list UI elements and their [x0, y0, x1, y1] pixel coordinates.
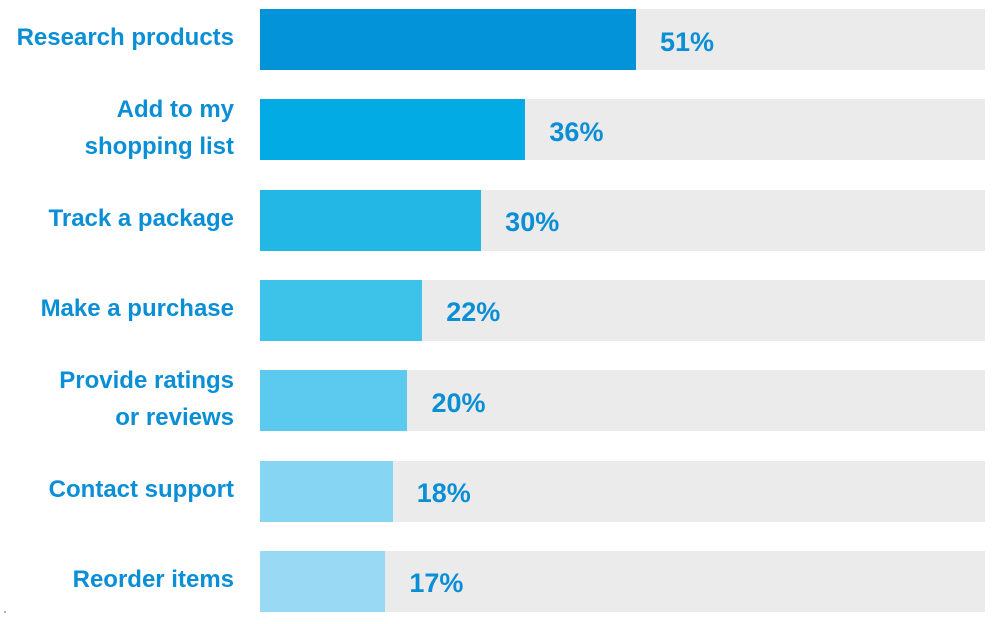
bar — [260, 460, 393, 522]
bar — [260, 189, 482, 251]
category-label: Contact support — [48, 475, 234, 503]
category-label: Add to my shopping list — [84, 95, 234, 160]
value-label: 51% — [660, 26, 715, 57]
category-label: Provide ratings or reviews — [59, 366, 234, 431]
bar — [260, 279, 423, 341]
stray-dot — [4, 611, 6, 613]
category-label: Track a package — [48, 204, 234, 232]
value-label: 36% — [549, 116, 604, 147]
value-label: 30% — [505, 207, 560, 238]
category-label: Make a purchase — [40, 294, 234, 322]
value-label: 18% — [416, 478, 471, 508]
value-label: 20% — [431, 387, 486, 418]
value-label: 17% — [409, 568, 464, 599]
category-label: Reorder items — [72, 565, 234, 593]
bar — [260, 550, 386, 612]
value-label: 22% — [446, 297, 501, 328]
bar — [260, 9, 636, 70]
bar — [260, 99, 526, 161]
bar — [260, 370, 408, 432]
category-label: Research products — [16, 24, 234, 51]
